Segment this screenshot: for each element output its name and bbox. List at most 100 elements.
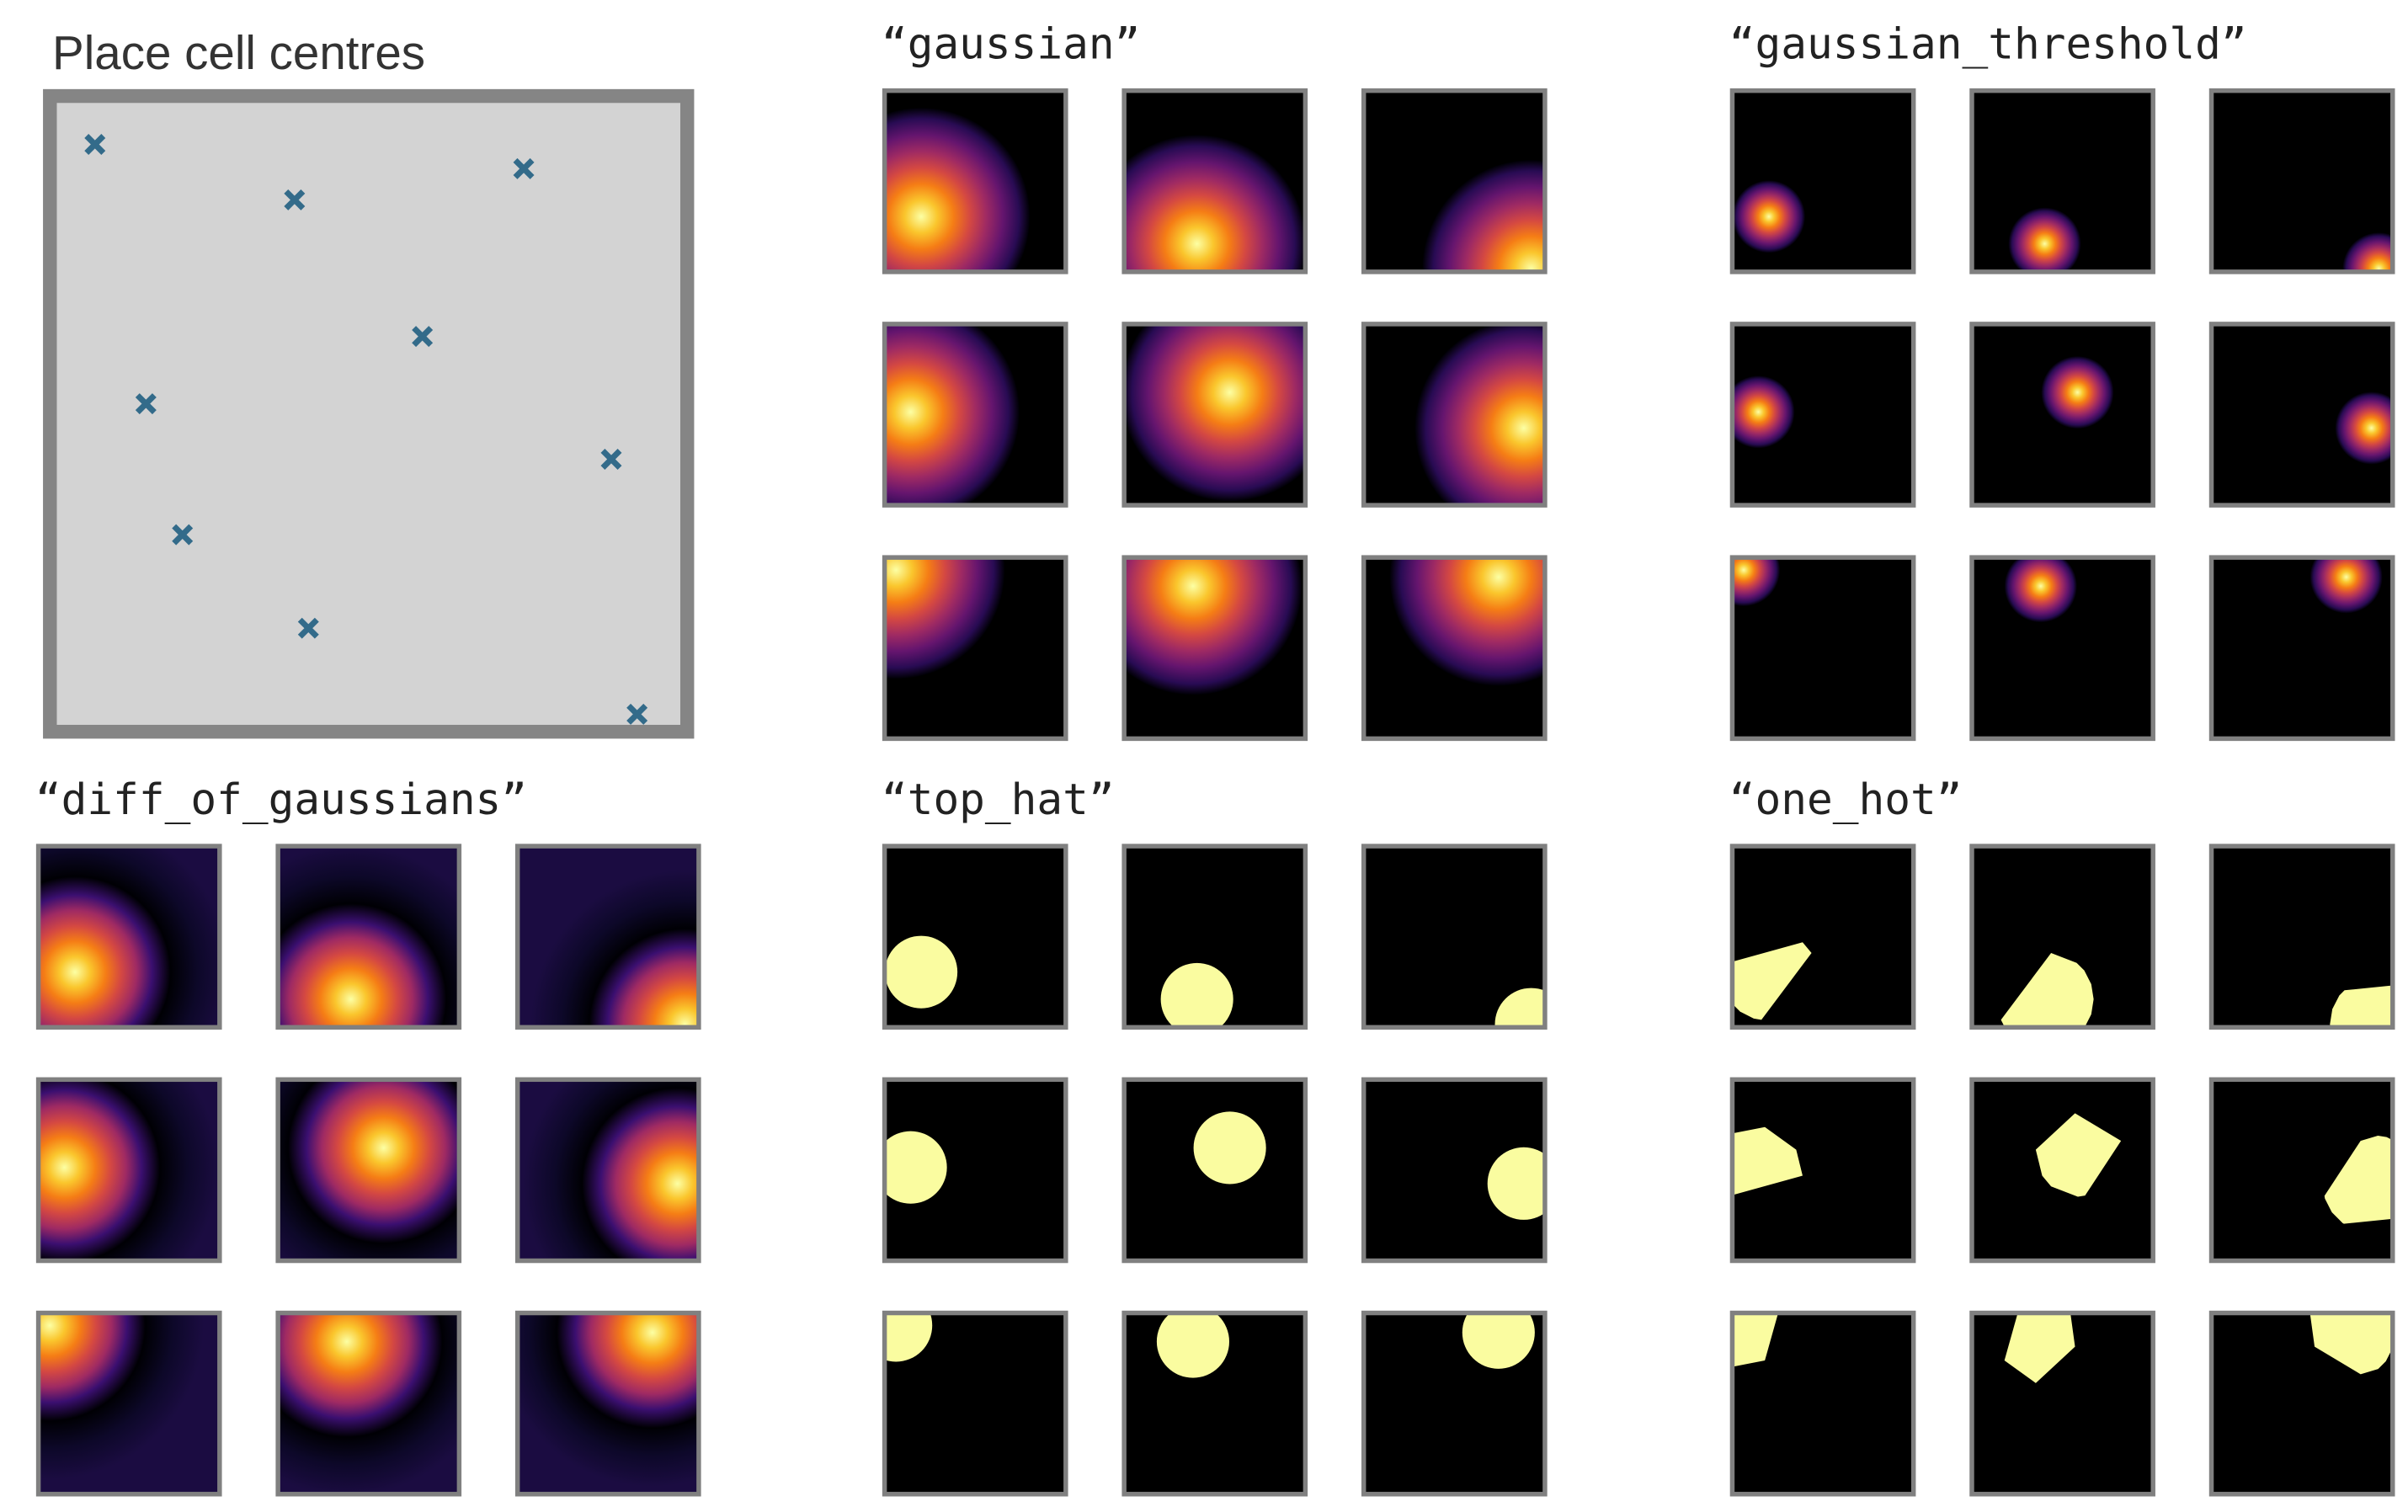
- field: [884, 108, 1031, 272]
- field-panel: [1124, 323, 1306, 506]
- panel-border: [2208, 1077, 2395, 1264]
- field-panel: [2211, 90, 2393, 272]
- field: [2004, 1312, 2075, 1383]
- panel-border: [514, 1310, 701, 1497]
- panel-title: “gaussian”: [882, 19, 1140, 69]
- panel-border: [514, 1077, 701, 1264]
- field: [1160, 962, 1233, 1028]
- field: [1124, 323, 1306, 502]
- field-panel: [2211, 846, 2393, 1028]
- panel-title: “one_hot”: [1729, 775, 1963, 825]
- panel-border: [275, 844, 462, 1030]
- field: [1732, 557, 1781, 607]
- field-panel: [884, 90, 1066, 272]
- panel-border: [2208, 88, 2395, 274]
- field-panel: [2211, 323, 2393, 506]
- field-panel: [1732, 90, 1914, 272]
- field: [1389, 557, 1545, 686]
- field-panel: [517, 1312, 699, 1494]
- field: [278, 846, 460, 1028]
- panel-border: [1729, 322, 1916, 508]
- panel-title: “gaussian_threshold”: [1729, 19, 2247, 69]
- panel-border: [35, 1310, 222, 1497]
- field-panel: [278, 1079, 460, 1261]
- field: [38, 1079, 219, 1261]
- field: [2324, 1135, 2393, 1224]
- field: [1124, 557, 1303, 695]
- field: [2041, 356, 2114, 429]
- field: [38, 1312, 205, 1480]
- field: [1462, 1312, 1535, 1369]
- field-panel: [2211, 557, 2393, 739]
- panel-border: [1361, 88, 1548, 274]
- field-panel: [1363, 1079, 1545, 1261]
- panel-border: [882, 1077, 1068, 1264]
- panel-border: [1121, 844, 1308, 1030]
- panel-border: [1361, 1310, 1548, 1497]
- field: [2309, 1312, 2393, 1375]
- environment: [43, 88, 695, 739]
- field-panel: [278, 846, 460, 1028]
- figure-title: Place cell centres: [52, 26, 425, 79]
- panel-border: [1729, 88, 1916, 274]
- panel-title: “top_hat”: [882, 775, 1115, 825]
- panel-border: [1969, 555, 2155, 742]
- field: [2035, 1113, 2122, 1197]
- field: [523, 1079, 699, 1261]
- panel-border: [35, 1077, 222, 1264]
- panel-border: [882, 322, 1068, 508]
- field: [517, 1312, 699, 1487]
- panel-border: [882, 844, 1068, 1030]
- field: [278, 1312, 460, 1494]
- field: [2000, 952, 2094, 1028]
- field-panel: [1363, 846, 1545, 1028]
- place-cell-marker: [513, 157, 535, 179]
- field-panel: [884, 1312, 1066, 1494]
- field-panel: [1971, 557, 2154, 739]
- field-panel: [1732, 1079, 1914, 1261]
- field: [884, 1312, 933, 1362]
- panel-border: [1969, 1310, 2155, 1497]
- field: [1414, 323, 1545, 506]
- field: [530, 870, 699, 1028]
- field-panel: [1971, 1079, 2154, 1261]
- field-panel: [38, 846, 220, 1028]
- field-panel: [1124, 1312, 1306, 1494]
- panel-border: [1729, 1077, 1916, 1264]
- panel-border: [1969, 844, 2155, 1030]
- place-cell-marker: [297, 617, 319, 639]
- panel-border: [1729, 844, 1916, 1030]
- field: [1732, 180, 1805, 253]
- panel-border: [2208, 844, 2395, 1030]
- field-panel: [2211, 1079, 2393, 1261]
- field-panel: [1732, 846, 1914, 1028]
- field: [1422, 160, 1545, 272]
- panel-title: “diff_of_gaussians”: [35, 775, 527, 825]
- field-panel: [278, 1312, 460, 1494]
- field: [1494, 988, 1545, 1028]
- field-panel: [1732, 1312, 1914, 1494]
- field-panel: [1971, 323, 2154, 506]
- field: [1732, 375, 1795, 449]
- panel-border: [1361, 322, 1548, 508]
- field: [1732, 942, 1812, 1020]
- panel-border: [35, 844, 222, 1030]
- panel-border: [1729, 555, 1916, 742]
- field-panel: [38, 1312, 220, 1494]
- field: [2342, 232, 2393, 272]
- panel-border: [2208, 322, 2395, 508]
- field-panel: [1124, 90, 1306, 272]
- field-panel: [1363, 1312, 1545, 1494]
- field-panel: [2211, 1312, 2393, 1494]
- panel-border: [1361, 1077, 1548, 1264]
- place-cell-marker: [284, 189, 306, 210]
- field-panel: [1124, 846, 1306, 1028]
- field-panel: [1971, 1312, 2154, 1494]
- field: [1487, 1147, 1545, 1220]
- panel-border: [1969, 88, 2155, 274]
- field: [2335, 391, 2393, 465]
- panel-border: [1361, 555, 1548, 742]
- field-panel: [1971, 846, 2154, 1028]
- panel-border: [1361, 844, 1548, 1030]
